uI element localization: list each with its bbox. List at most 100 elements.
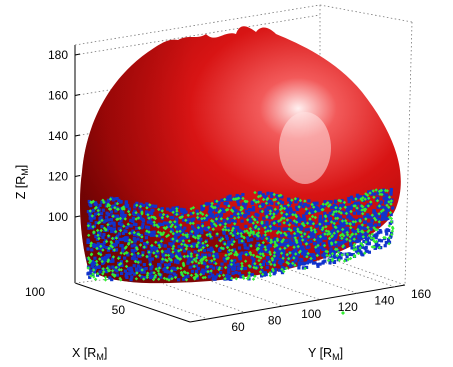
scatter-point-blue xyxy=(231,267,235,271)
scatter-point-blue xyxy=(125,225,129,230)
scatter-point-blue xyxy=(270,194,274,198)
scatter-point-green xyxy=(126,222,130,226)
scatter-point-blue xyxy=(261,224,265,228)
scatter-point-blue xyxy=(265,222,269,226)
scatter-point-green xyxy=(369,200,373,204)
scatter-point-green xyxy=(152,251,156,255)
scatter-point-green xyxy=(372,226,376,230)
scatter-point-blue xyxy=(112,227,116,231)
scatter-point-green xyxy=(202,216,207,220)
scatter-point-blue xyxy=(107,253,111,257)
scatter-point-blue xyxy=(317,253,321,257)
scatter-point-blue xyxy=(285,221,289,225)
scatter-point-green xyxy=(325,253,329,257)
scatter-point-green xyxy=(338,199,343,203)
scatter-point-blue xyxy=(139,202,143,206)
scatter-point-green xyxy=(207,225,211,230)
scatter-point-green xyxy=(340,232,345,236)
scatter-point-green xyxy=(345,221,349,225)
scatter-point-green xyxy=(203,275,207,280)
scatter-point-blue xyxy=(187,250,191,254)
scatter-point-green xyxy=(249,244,253,248)
scatter-point-blue xyxy=(191,257,195,261)
scatter-point-blue xyxy=(149,276,153,280)
scatter-point-blue xyxy=(236,225,240,230)
scatter-point-green xyxy=(230,242,234,247)
scatter-point-blue xyxy=(233,233,237,237)
x-axis-label: X [RM] xyxy=(72,346,107,362)
scatter-point-green xyxy=(174,254,179,259)
scatter-point-green xyxy=(155,249,160,253)
scatter-point-green xyxy=(280,267,284,271)
scatter-point-green xyxy=(324,225,328,229)
scatter-point-blue xyxy=(248,217,252,221)
scatter-point-blue xyxy=(229,264,234,268)
scatter-point-green xyxy=(186,213,190,217)
scatter-point-blue xyxy=(203,226,207,230)
scatter-point-green xyxy=(99,244,103,248)
scatter-point-green xyxy=(302,223,306,228)
scatter-point-blue xyxy=(187,257,191,261)
scatter-point-green xyxy=(390,232,394,237)
scatter-point-blue xyxy=(159,275,163,279)
scatter-point-blue xyxy=(322,252,327,256)
scatter-point-green xyxy=(323,214,328,218)
scatter-point-blue xyxy=(282,233,286,237)
scatter-point-green xyxy=(250,215,255,219)
scatter-point-blue xyxy=(186,218,190,222)
scatter-point-blue xyxy=(175,250,179,254)
scatter-point-blue xyxy=(320,223,324,227)
scatter-point-green xyxy=(104,228,108,232)
scatter-point-green xyxy=(345,230,349,235)
scatter-point-blue xyxy=(296,253,300,257)
scatter-point-green xyxy=(268,212,272,216)
scatter-point-blue xyxy=(241,193,245,197)
scatter-point-blue xyxy=(138,268,142,272)
scatter-point-blue xyxy=(292,211,296,215)
scatter-point-blue xyxy=(389,212,393,217)
scatter-point-blue xyxy=(179,230,183,234)
scatter-point-green xyxy=(184,218,188,222)
scatter-point-green xyxy=(155,223,159,227)
scatter-point-blue xyxy=(97,265,101,269)
scatter-point-green xyxy=(234,277,238,281)
scatter-point-blue xyxy=(165,264,169,268)
scatter-point-green xyxy=(176,266,180,270)
scatter-point-blue xyxy=(257,250,261,254)
scatter-point-green xyxy=(352,237,356,241)
scatter-point-blue xyxy=(113,268,117,272)
scatter-point-green xyxy=(223,222,228,226)
scatter-point-green xyxy=(130,240,134,244)
scatter-point-blue xyxy=(148,211,152,215)
scatter-point-green xyxy=(123,217,127,221)
scatter-point-blue xyxy=(176,259,180,263)
scatter-point-blue xyxy=(214,208,219,212)
scatter-point-blue xyxy=(244,213,248,217)
y-tick-label: 80 xyxy=(268,313,282,327)
scatter-point-blue xyxy=(112,221,116,225)
scatter-point-green xyxy=(337,258,341,262)
scatter-point-green xyxy=(256,231,261,235)
scatter-point-blue xyxy=(119,260,123,264)
scatter-point-blue xyxy=(211,215,216,219)
scatter-point-green xyxy=(94,205,98,210)
scatter-point-blue xyxy=(260,236,264,240)
scatter-point-blue xyxy=(196,252,200,256)
scatter-point-blue xyxy=(323,222,327,226)
scatter-point-blue xyxy=(316,238,320,242)
scatter-point-blue xyxy=(391,206,395,210)
scatter-point-blue xyxy=(337,243,341,247)
scatter-point-blue xyxy=(94,235,98,239)
scatter-point-blue xyxy=(358,195,362,199)
scatter-point-blue xyxy=(275,209,279,213)
scatter-point-green xyxy=(211,227,215,231)
scatter-point-blue xyxy=(128,272,132,276)
scatter-point-blue xyxy=(277,249,281,253)
scatter-point-blue xyxy=(274,211,278,215)
scatter-point-blue xyxy=(360,236,364,240)
scatter-point-blue xyxy=(266,262,270,266)
scatter-point-blue xyxy=(336,240,340,245)
scatter-point-green xyxy=(194,272,198,276)
scatter-point-green xyxy=(263,230,268,234)
